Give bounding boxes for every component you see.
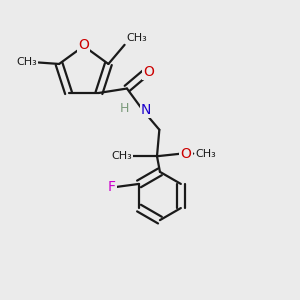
Text: N: N — [141, 103, 151, 117]
Text: F: F — [107, 180, 116, 194]
Text: CH₃: CH₃ — [195, 148, 216, 159]
Text: H: H — [119, 102, 129, 115]
Text: CH₃: CH₃ — [16, 57, 37, 67]
Text: O: O — [181, 147, 191, 160]
Text: CH₃: CH₃ — [111, 151, 132, 161]
Text: O: O — [78, 38, 89, 52]
Text: CH₃: CH₃ — [126, 33, 147, 43]
Text: O: O — [144, 65, 154, 79]
